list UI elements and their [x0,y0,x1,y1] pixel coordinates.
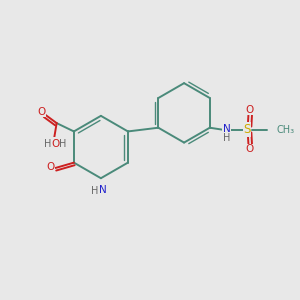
Text: O: O [51,138,60,148]
Text: N: N [223,124,231,134]
Text: O: O [246,105,254,115]
Text: H: H [223,134,230,143]
Text: CH₃: CH₃ [276,124,294,134]
Text: S: S [244,123,251,136]
Text: H: H [44,139,51,149]
Text: N: N [99,184,107,194]
Text: H: H [59,139,66,149]
Text: H: H [91,186,98,196]
Text: O: O [46,162,55,172]
Text: O: O [37,107,45,117]
Text: O: O [51,139,60,148]
Text: O: O [246,144,254,154]
